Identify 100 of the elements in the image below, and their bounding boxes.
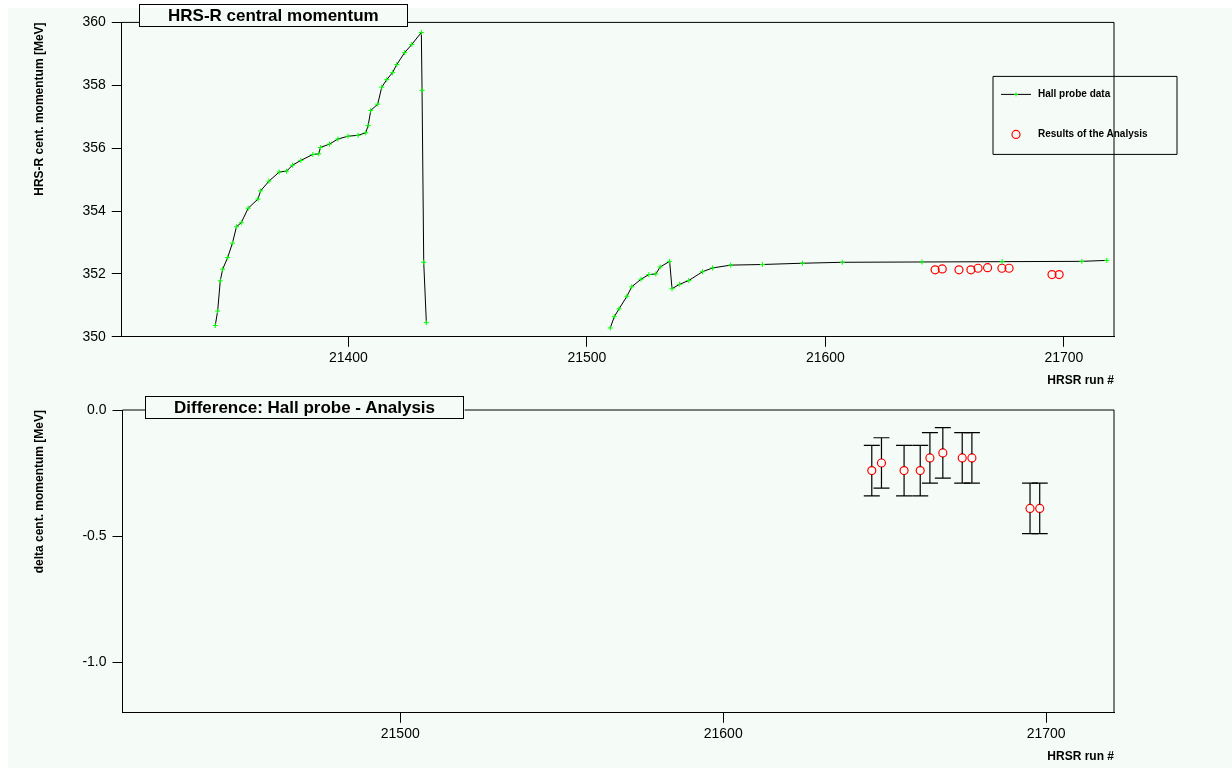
legend-label: Results of the Analysis [1038, 128, 1149, 140]
point [418, 29, 425, 36]
point [283, 168, 290, 175]
point [709, 264, 716, 271]
y-axis-title: delta cent. momentum [MeV] [31, 410, 46, 574]
point [628, 283, 635, 290]
x-axis-title: HRSR run # [1047, 749, 1115, 764]
chart-title: Difference: Hall probe - Analysis [145, 396, 465, 419]
point [616, 305, 623, 312]
point [699, 268, 706, 275]
point [925, 453, 935, 463]
y-tick-label: -1.0 [82, 653, 107, 670]
point [937, 264, 947, 274]
point [645, 271, 652, 278]
point [224, 254, 231, 261]
point [393, 61, 400, 68]
y-tick-label: 358 [82, 76, 106, 93]
point [408, 41, 415, 48]
point [365, 122, 372, 129]
point [378, 84, 385, 91]
point [297, 157, 304, 164]
point [685, 277, 692, 284]
point [326, 141, 333, 148]
y-axis-title: HRS-R cent. momentum [MeV] [31, 22, 46, 196]
point [967, 453, 977, 463]
point [666, 258, 673, 265]
point [1035, 503, 1045, 514]
y-tick-label: -0.5 [82, 527, 107, 544]
point [652, 270, 659, 277]
x-axis-title: HRSR run # [1047, 373, 1115, 388]
point [930, 265, 940, 275]
x-tick-label: 21700 [1044, 349, 1084, 366]
point [954, 265, 964, 275]
x-tick-label: 21600 [805, 349, 846, 366]
point [918, 258, 925, 265]
point [212, 322, 219, 329]
point [623, 293, 630, 300]
point [229, 240, 236, 247]
point [966, 265, 976, 275]
y-tick-label: 354 [82, 201, 106, 218]
point [1025, 503, 1035, 514]
point [999, 258, 1006, 265]
point [245, 205, 252, 212]
point [401, 49, 408, 56]
point [309, 151, 316, 158]
point [973, 263, 983, 273]
point [676, 281, 683, 288]
x-tick-label: 21400 [328, 349, 369, 366]
point [997, 263, 1007, 273]
y-tick-label: 352 [82, 264, 106, 281]
point [727, 262, 734, 269]
y-tick-label: 360 [82, 13, 106, 30]
point [367, 107, 374, 114]
point [1078, 258, 1085, 265]
y-tick-label: 350 [82, 327, 106, 344]
point [1103, 257, 1110, 264]
point [669, 285, 676, 292]
point [1004, 263, 1014, 273]
point [374, 101, 381, 108]
point [1047, 269, 1057, 280]
point [876, 458, 887, 468]
point [867, 465, 877, 476]
point [423, 319, 430, 326]
x-tick-label: 21600 [703, 725, 743, 742]
x-tick-label: 21700 [1026, 725, 1066, 742]
x-tick-label: 21500 [567, 349, 607, 366]
point [799, 260, 806, 267]
point [899, 465, 909, 476]
legend-label: Hall probe data [1038, 88, 1111, 100]
point [334, 136, 341, 143]
point [915, 465, 925, 476]
point [217, 277, 224, 284]
point [362, 129, 369, 136]
y-tick-label: 0.0 [87, 400, 107, 417]
y-tick-label: 356 [82, 139, 106, 156]
point [839, 259, 846, 266]
point [345, 133, 352, 140]
x-tick-label: 21500 [380, 725, 420, 742]
point [419, 87, 426, 94]
point [389, 69, 396, 76]
point [759, 261, 766, 268]
point [657, 264, 664, 270]
point [289, 162, 296, 169]
point [257, 187, 264, 194]
point [238, 219, 245, 226]
point [638, 276, 645, 283]
point [938, 448, 948, 458]
point [607, 325, 614, 331]
point [1054, 269, 1064, 280]
point [254, 196, 261, 203]
point [276, 169, 283, 176]
point [420, 259, 427, 266]
point [957, 453, 967, 463]
point [214, 308, 221, 315]
point [383, 76, 390, 83]
point [355, 132, 362, 139]
point [233, 223, 240, 230]
point [315, 150, 322, 157]
chart-title: HRS-R central momentum [139, 4, 408, 27]
point [265, 178, 272, 185]
